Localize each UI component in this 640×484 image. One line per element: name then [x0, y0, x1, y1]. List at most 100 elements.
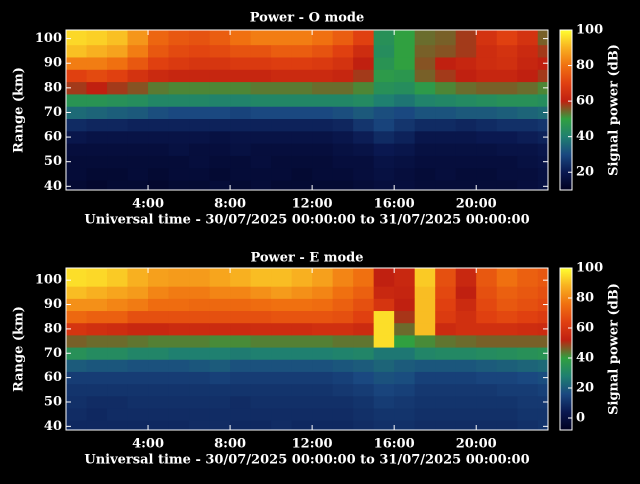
heatmap-cell	[148, 286, 169, 299]
heatmap-cell	[394, 268, 416, 287]
heatmap-cell	[394, 57, 416, 70]
heatmap-cell	[107, 286, 128, 299]
heatmap-cell	[373, 118, 395, 132]
heatmap-cell	[209, 118, 231, 132]
heatmap-cell	[168, 371, 190, 385]
heatmap-cell	[476, 268, 498, 287]
heatmap-cell	[107, 106, 128, 120]
x-axis-label: Universal time - 30/07/2025 00:00:00 to …	[84, 213, 529, 228]
heatmap-cell	[455, 118, 477, 132]
heatmap-cell	[189, 408, 210, 421]
heatmap-cell	[271, 130, 293, 144]
heatmap-cell	[455, 81, 477, 95]
heatmap-cell	[373, 30, 395, 46]
heatmap-cell	[148, 359, 169, 372]
heatmap-cell	[496, 347, 518, 360]
heatmap-cell	[189, 94, 210, 107]
heatmap-cell	[86, 57, 108, 70]
heatmap-cell	[127, 57, 149, 70]
heatmap-cell	[496, 57, 518, 70]
heatmap-cell	[271, 359, 293, 372]
heatmap-cell	[127, 44, 149, 58]
heatmap-cell	[496, 408, 518, 421]
heatmap-cell	[394, 298, 416, 312]
heatmap-cell	[189, 106, 210, 120]
heatmap-cell	[435, 69, 457, 83]
heatmap-cell	[537, 383, 549, 397]
heatmap-cell	[455, 155, 477, 169]
heatmap-cell	[435, 298, 457, 312]
heatmap-cell	[414, 69, 436, 83]
chart-title: Power - O mode	[250, 11, 365, 26]
heatmap-cell	[373, 359, 395, 372]
colorbar-tick-label: 100	[576, 261, 603, 276]
heatmap-cell	[435, 286, 457, 299]
heatmap-cell	[168, 44, 190, 58]
heatmap-cell	[414, 94, 436, 107]
heatmap-cell	[537, 310, 549, 324]
heatmap-cell	[414, 347, 436, 360]
heatmap-cell	[476, 118, 498, 132]
heatmap-cell	[435, 334, 457, 348]
heatmap-cell	[476, 130, 498, 144]
heatmap-cell	[394, 420, 416, 431]
heatmap-cell	[353, 69, 375, 83]
heatmap-cell	[127, 268, 149, 287]
heatmap-cell	[353, 155, 375, 169]
heatmap-cell	[353, 322, 375, 336]
heatmap-cell	[414, 106, 436, 120]
heatmap-cell	[455, 322, 477, 336]
heatmap-cell	[291, 395, 313, 409]
heatmap-cell	[373, 383, 395, 397]
heatmap-cell	[353, 298, 375, 312]
heatmap-cell	[168, 94, 190, 107]
heatmap-cell	[86, 298, 108, 312]
y-tick-label: 80	[44, 80, 62, 95]
heatmap-cell	[148, 298, 169, 312]
heatmap-cell	[373, 155, 395, 169]
heatmap-cell	[66, 69, 87, 83]
heatmap-cell	[517, 298, 539, 312]
heatmap-cell	[312, 57, 334, 70]
heatmap-cell	[230, 334, 251, 348]
heatmap-cell	[394, 383, 416, 397]
heatmap-cell	[168, 310, 190, 324]
heatmap-cell	[127, 347, 149, 360]
heatmap-cell	[148, 268, 169, 287]
x-tick-label: 8:00	[214, 437, 246, 452]
heatmap-cell	[271, 69, 293, 83]
colorbar-tick-label: 40	[576, 351, 594, 366]
y-tick-label: 60	[44, 130, 62, 145]
heatmap-cell	[127, 310, 149, 324]
heatmap-cell	[127, 130, 149, 144]
heatmap-cell	[414, 286, 436, 299]
heatmap-cell	[168, 106, 190, 120]
heatmap-cell	[455, 310, 477, 324]
colorbar-tick-label: 0	[576, 411, 585, 426]
heatmap-cell	[476, 57, 498, 70]
heatmap-cell	[230, 268, 251, 287]
heatmap-cell	[291, 180, 313, 191]
heatmap-cell	[373, 57, 395, 70]
heatmap-cell	[496, 118, 518, 132]
heatmap-cell	[66, 359, 87, 372]
heatmap-cell	[291, 371, 313, 385]
heatmap-cell	[291, 383, 313, 397]
heatmap-cell	[537, 167, 549, 181]
heatmap-cell	[86, 310, 108, 324]
heatmap-cell	[394, 347, 416, 360]
heatmap-cell	[537, 286, 549, 299]
heatmap-cell	[86, 69, 108, 83]
heatmap-cell	[517, 286, 539, 299]
heatmap-cell	[414, 359, 436, 372]
heatmap-cell	[291, 347, 313, 360]
heatmap-cell	[517, 30, 539, 46]
heatmap-cell	[517, 395, 539, 409]
heatmap-cell	[291, 30, 313, 46]
y-tick-label: 50	[44, 394, 62, 409]
heatmap-cell	[537, 143, 549, 156]
heatmap-cell	[455, 286, 477, 299]
heatmap-cell	[496, 69, 518, 83]
heatmap-cell	[230, 408, 251, 421]
heatmap-cell	[455, 180, 477, 191]
